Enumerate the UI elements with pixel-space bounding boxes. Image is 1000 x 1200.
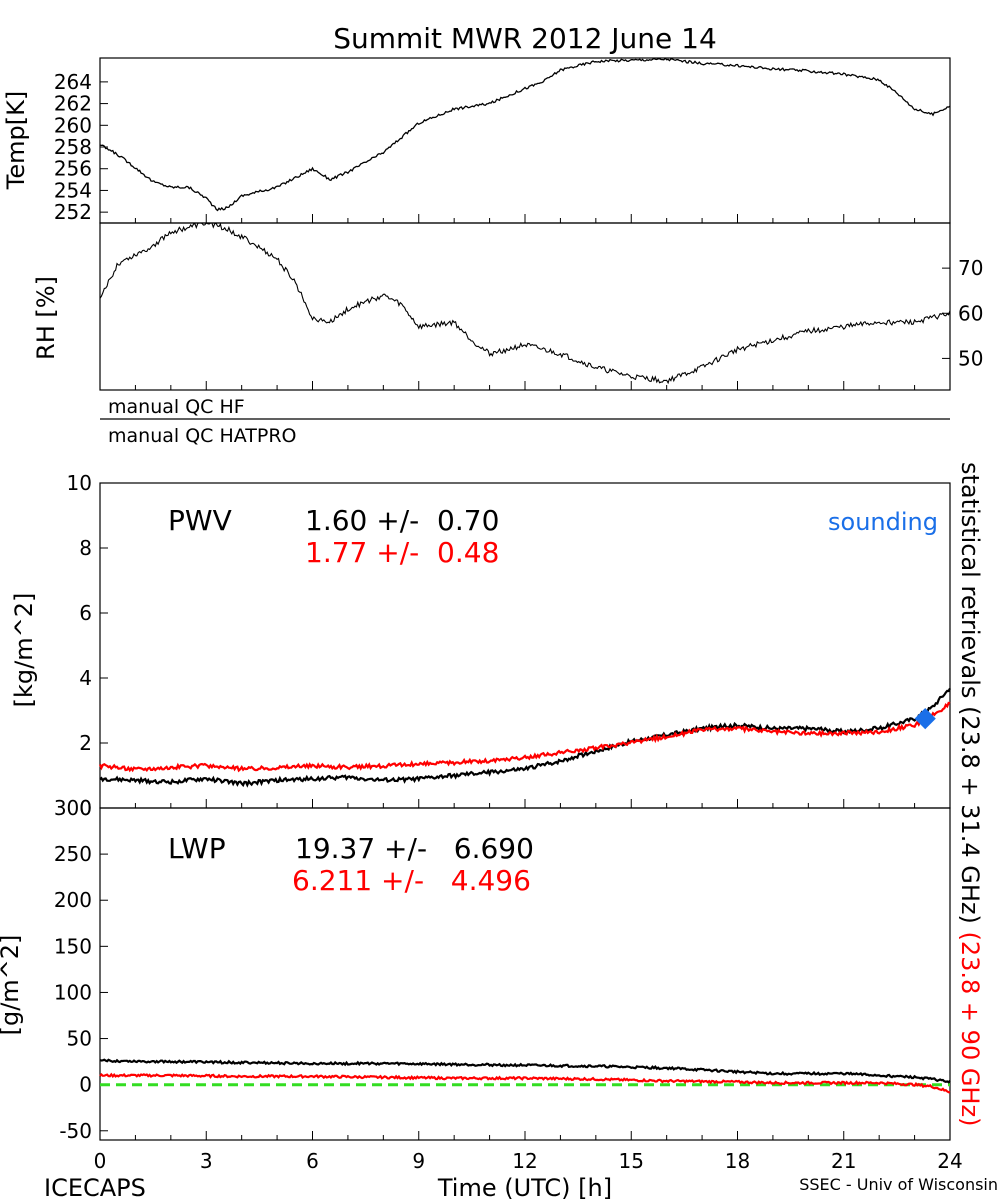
lwp-stats-hatpro: 6.211 +/- 4.496	[292, 864, 531, 897]
temperature-ytick-label: 260	[54, 113, 92, 137]
x-tick-label: 3	[200, 1149, 213, 1173]
sounding-marker	[914, 708, 936, 730]
temperature-ytick-label: 264	[54, 70, 92, 94]
qc-bars: manual QC HF manual QC HATPRO	[100, 396, 950, 447]
lwp-stats-hf: 19.37 +/- 6.690	[295, 832, 534, 865]
pwv-ylabel: [kg/m^2]	[10, 593, 38, 708]
footer-center: Time (UTC) [h]	[437, 1174, 612, 1200]
qc-hf-label: manual QC HF	[108, 396, 245, 418]
chart-title: Summit MWR 2012 June 14	[333, 22, 717, 55]
x-tick-label: 24	[937, 1149, 962, 1173]
temperature-ytick-label: 256	[54, 157, 92, 181]
liquid_water_path-ytick-label: 50	[67, 1027, 92, 1051]
precipitable_water_vapor-ytick-label: 4	[79, 666, 92, 690]
temperature-ytick-label: 252	[54, 200, 92, 224]
pwv-label: PWV	[168, 504, 232, 537]
relative_humidity-ytick-label: 70	[958, 256, 983, 280]
liquid_water_path-ytick-label: 150	[54, 934, 92, 958]
qc-hatpro-label: manual QC HATPRO	[108, 425, 297, 447]
x-axis-ticks: 0 3 6 9 12 15 18 21 24	[94, 1149, 963, 1173]
pwv-ticks: 0 2 4 6 8 10	[67, 471, 951, 820]
rh-panel: 50 60 70 RH [%]	[32, 222, 983, 391]
rh-series-line	[99, 222, 951, 385]
rh-frame	[99, 222, 951, 391]
sounding-legend: sounding	[828, 508, 938, 536]
temp-series-line	[99, 57, 951, 212]
liquid_water_path-ytick-label: 250	[54, 842, 92, 866]
liquid_water_path-ytick-label: 100	[54, 980, 92, 1004]
lwp-label: LWP	[168, 832, 226, 865]
precipitable_water_vapor-ytick-label: 8	[79, 536, 92, 560]
pwv-stats-hf: 1.60 +/- 0.70	[305, 504, 499, 537]
right-label-red: (23.8 + 90 GHz)	[956, 932, 984, 1127]
liquid_water_path-ytick-label: 0	[79, 1073, 92, 1097]
temp-ylabel: Temp[K]	[2, 91, 30, 190]
rh-ticks: 50 60 70	[99, 256, 983, 390]
right-label-black: statistical retrievals (23.8 + 31.4 GHz)	[956, 462, 984, 924]
lwp-hf-series-line	[99, 1058, 951, 1084]
liquid_water_path-ytick-label: 200	[54, 888, 92, 912]
relative_humidity-ytick-label: 60	[958, 301, 983, 325]
footer-left: ICECAPS	[44, 1174, 146, 1200]
rh-ylabel: RH [%]	[32, 276, 60, 360]
relative_humidity-ytick-label: 50	[958, 346, 983, 370]
x-tick-label: 18	[725, 1149, 750, 1173]
liquid_water_path-ytick-label: -50	[59, 1119, 92, 1143]
footer-right: SSEC - Univ of Wisconsin	[799, 1175, 998, 1194]
liquid_water_path-ytick-label: 300	[54, 796, 92, 820]
x-tick-label: 15	[619, 1149, 644, 1173]
x-tick-label: 12	[512, 1149, 537, 1173]
precipitable_water_vapor-ytick-label: 0	[79, 796, 92, 820]
temperature-ytick-label: 262	[54, 92, 92, 116]
temperature-ytick-label: 258	[54, 135, 92, 159]
x-tick-label: 9	[412, 1149, 425, 1173]
lwp-ylabel: [g/m^2]	[0, 935, 24, 1036]
precipitable_water_vapor-ytick-label: 6	[79, 601, 92, 625]
lwp-panel: -50 0 50 100 150 200 250 300 LWP 19.37 +/- 6.69…	[0, 796, 951, 1143]
pwv-stats-hatpro: 1.77 +/- 0.48	[305, 536, 499, 569]
right-axis-label: statistical retrievals (23.8 + 31.4 GHz)…	[956, 462, 984, 1126]
x-tick-label: 6	[306, 1149, 319, 1173]
x-tick-label: 0	[94, 1149, 107, 1173]
temperature-ytick-label: 254	[54, 178, 92, 202]
precipitable_water_vapor-ytick-label: 10	[67, 471, 92, 495]
pwv-hf-series-line	[99, 687, 951, 788]
precipitable_water_vapor-ytick-label: 2	[79, 731, 92, 755]
pwv-hatpro-series-line	[98, 701, 951, 773]
lwp-hatpro-series-line	[99, 1072, 951, 1094]
x-tick-label: 21	[831, 1149, 856, 1173]
temp-frame	[99, 57, 951, 224]
